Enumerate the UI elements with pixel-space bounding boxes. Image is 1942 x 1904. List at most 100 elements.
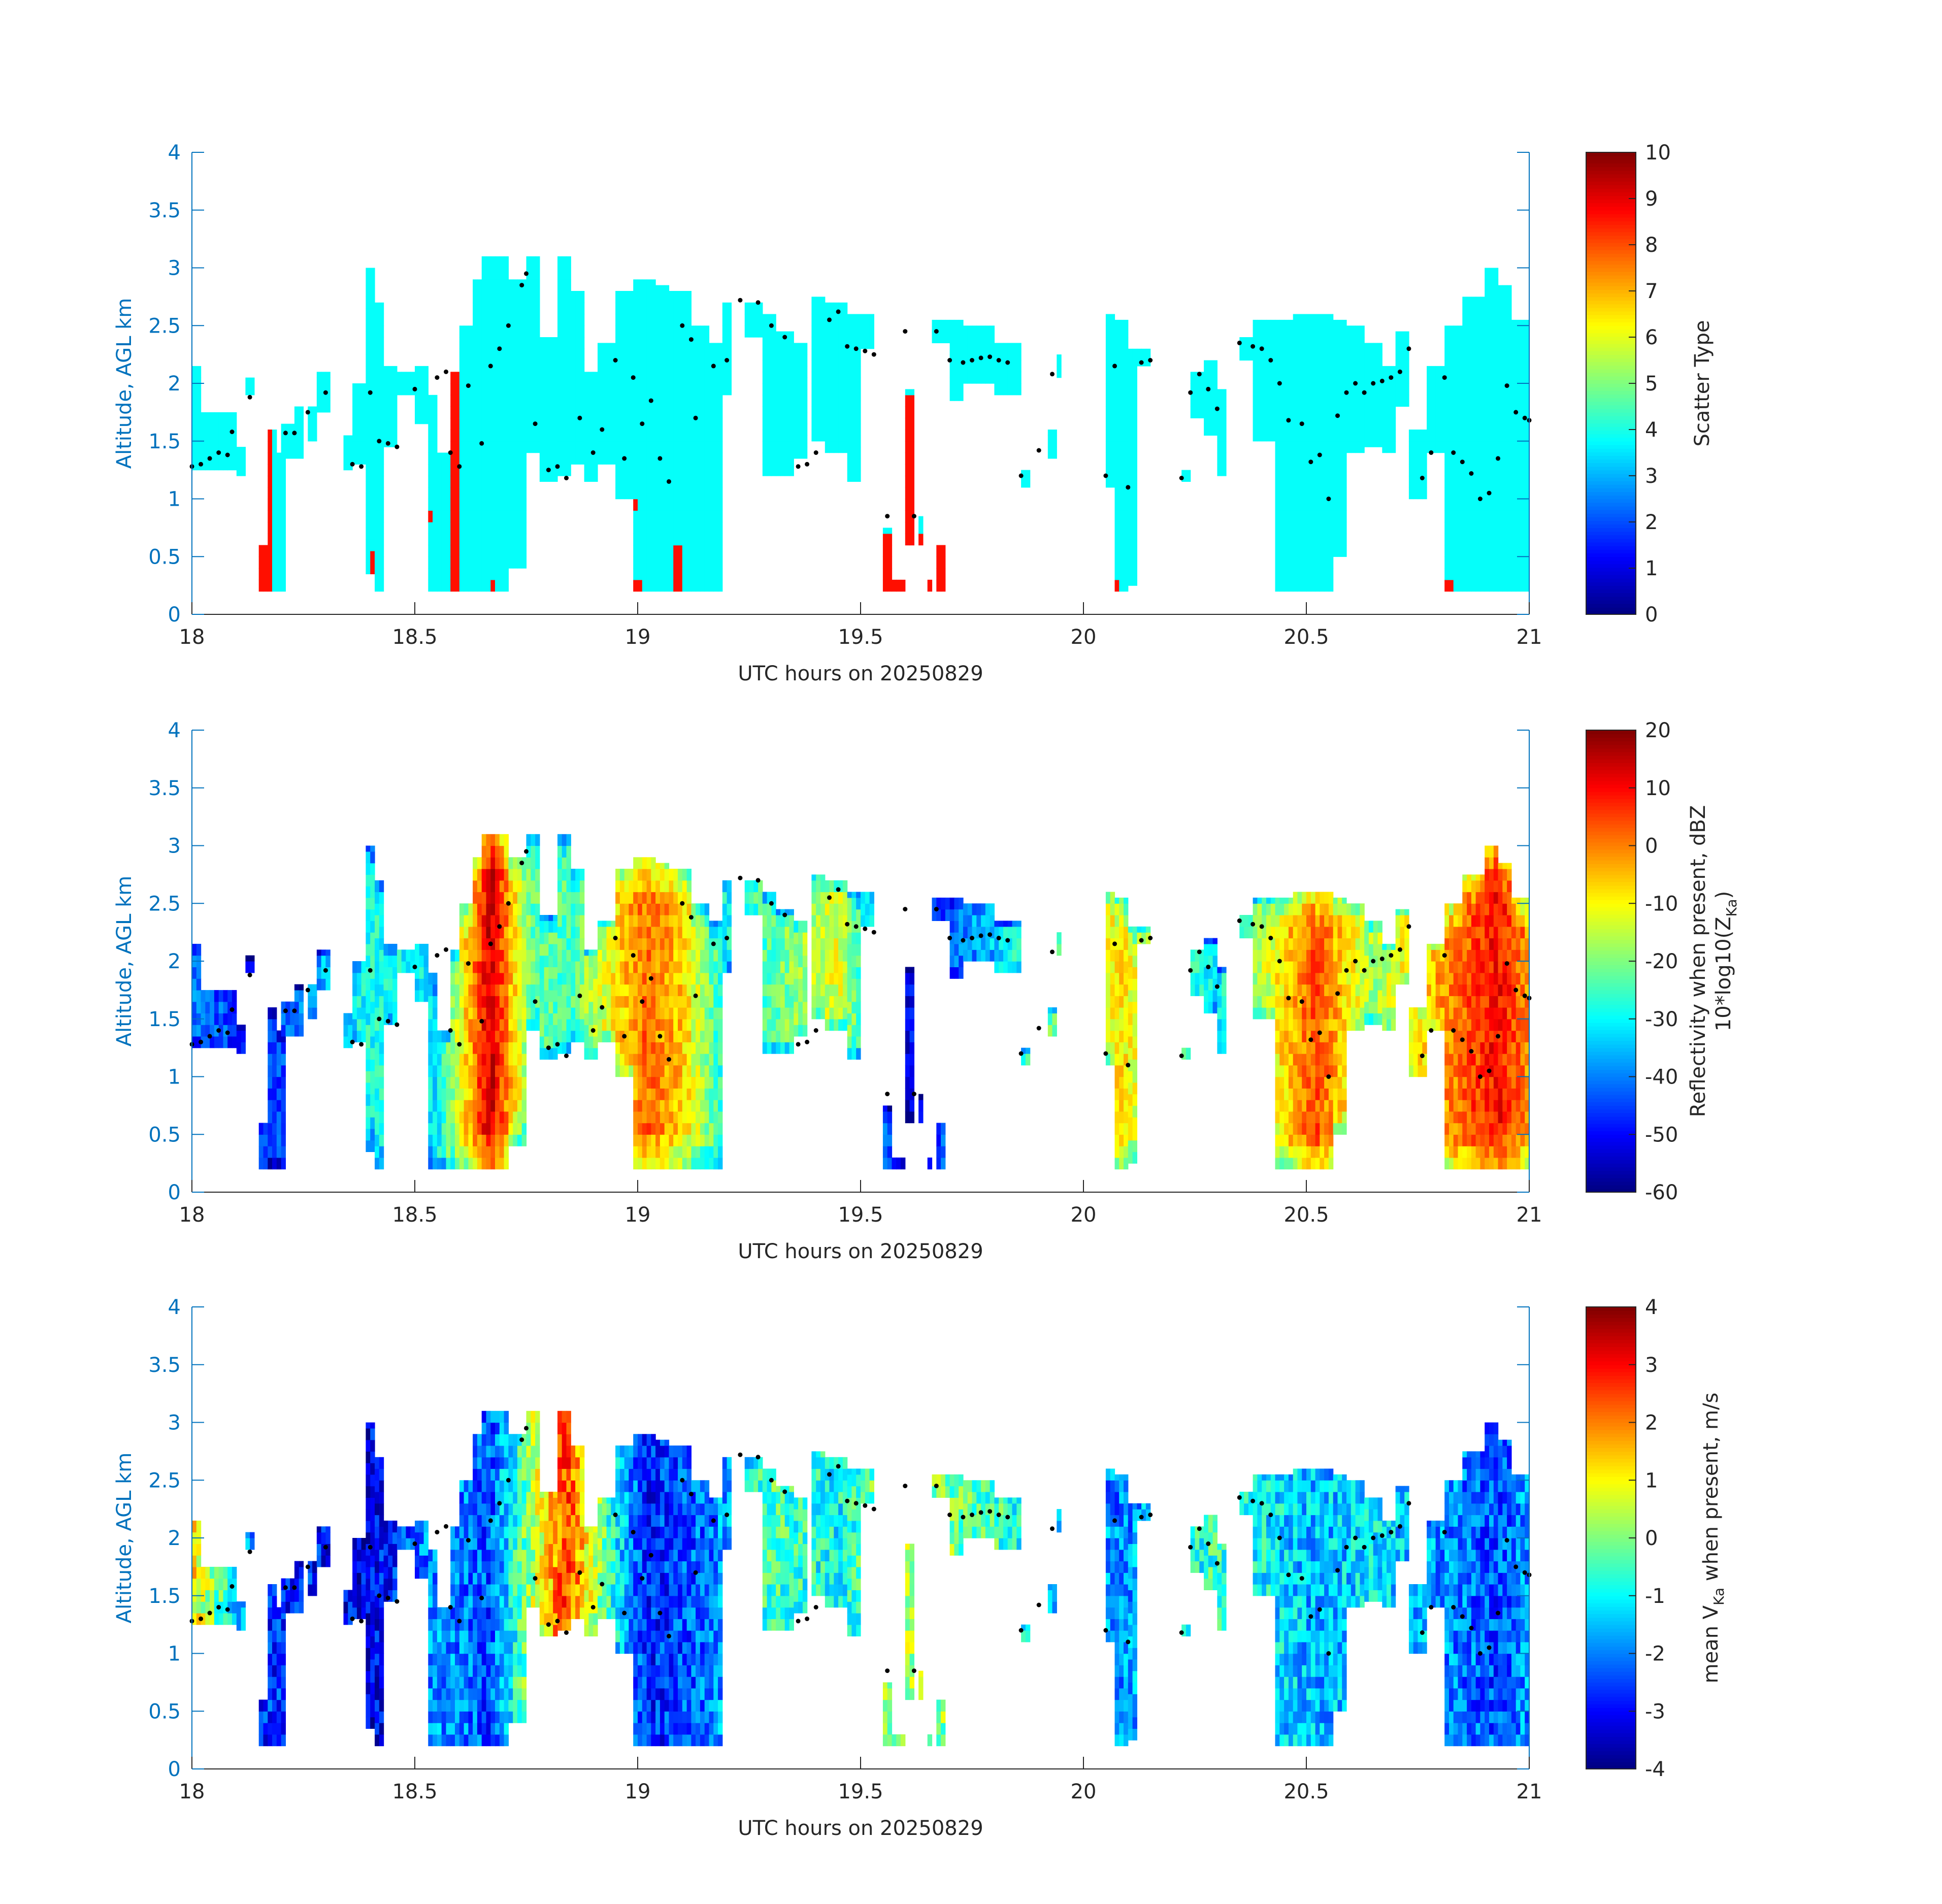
- heatmap-cell: [1471, 383, 1476, 396]
- heatmap-cell: [1395, 331, 1400, 338]
- heatmap-cell: [508, 961, 513, 973]
- heatmap-cell: [490, 291, 496, 303]
- heatmap-cell: [495, 869, 500, 881]
- heatmap-cell: [375, 337, 380, 349]
- heatmap-cell: [241, 447, 246, 453]
- heatmap-cell: [375, 372, 380, 384]
- heatmap-cell: [268, 1030, 273, 1042]
- heatmap-cell: [553, 447, 558, 459]
- heatmap-cell: [1293, 348, 1298, 361]
- heatmap-cell: [1453, 510, 1459, 522]
- heatmap-cell: [1275, 487, 1280, 500]
- heatmap-cell: [375, 430, 380, 442]
- heatmap-cell: [1204, 377, 1209, 389]
- heatmap-cell: [1520, 452, 1525, 465]
- heatmap-cell: [455, 499, 460, 511]
- heatmap-cell: [473, 348, 478, 361]
- heatmap-cell: [615, 1007, 620, 1020]
- heatmap-cell: [696, 452, 701, 465]
- heatmap-cell: [562, 360, 567, 372]
- heatmap-cell: [954, 319, 959, 332]
- heatmap-cell: [1270, 430, 1276, 442]
- heatmap-cell: [1337, 383, 1342, 396]
- heatmap-cell: [700, 487, 705, 500]
- colorbar-swatch: [1586, 582, 1636, 586]
- cloud-top-marker: [1197, 372, 1202, 377]
- heatmap-cell: [513, 348, 518, 361]
- heatmap-cell: [1128, 562, 1133, 574]
- heatmap-cell: [539, 337, 545, 343]
- heatmap-cell: [1458, 464, 1463, 476]
- heatmap-cell: [495, 903, 500, 915]
- heatmap-cell: [375, 325, 380, 338]
- heatmap-cell: [1480, 499, 1485, 511]
- heatmap-cell: [959, 343, 964, 355]
- heatmap-cell: [513, 1100, 518, 1112]
- heatmap-cell: [464, 1054, 469, 1066]
- heatmap-cell: [276, 1111, 282, 1124]
- heatmap-cell: [499, 915, 505, 927]
- heatmap-cell: [258, 568, 264, 580]
- heatmap-cell: [562, 337, 567, 349]
- heatmap-cell: [1248, 348, 1254, 361]
- heatmap-cell: [606, 938, 611, 950]
- heatmap-cell: [486, 302, 491, 315]
- heatmap-cell: [691, 568, 696, 580]
- heatmap-cell: [811, 314, 816, 326]
- heatmap-cell: [455, 1054, 460, 1066]
- heatmap-cell: [1270, 372, 1276, 384]
- heatmap-cell: [646, 556, 651, 569]
- heatmap-cell: [1284, 430, 1289, 442]
- heatmap-cell: [1516, 406, 1521, 418]
- heatmap-cell: [1141, 354, 1146, 367]
- heatmap-cell: [227, 447, 233, 459]
- heatmap-cell: [366, 851, 371, 864]
- heatmap-cell: [1480, 395, 1485, 407]
- heatmap-cell: [1124, 545, 1129, 557]
- heatmap-cell: [851, 331, 857, 343]
- heatmap-cell: [557, 1042, 563, 1054]
- heatmap-cell: [1525, 430, 1530, 442]
- heatmap-cell: [356, 441, 362, 453]
- heatmap-cell: [531, 256, 536, 269]
- heatmap-cell: [294, 406, 300, 413]
- heatmap-cell: [1124, 383, 1129, 396]
- heatmap-cell: [517, 360, 522, 372]
- heatmap-cell: [619, 441, 625, 453]
- heatmap-cell: [669, 418, 674, 430]
- heatmap-cell: [535, 337, 540, 349]
- heatmap-cell: [513, 892, 518, 904]
- heatmap-cell: [205, 458, 210, 471]
- heatmap-cell: [967, 360, 973, 372]
- heatmap-cell: [999, 348, 1004, 361]
- heatmap-cell: [553, 337, 558, 343]
- heatmap-cell: [379, 892, 384, 904]
- heatmap-cell: [455, 1123, 460, 1135]
- heatmap-cell: [700, 395, 705, 407]
- heatmap-cell: [499, 834, 505, 846]
- heatmap-cell: [517, 510, 522, 522]
- heatmap-cell: [437, 545, 442, 557]
- heatmap-cell: [851, 319, 857, 332]
- heatmap-cell: [1480, 545, 1485, 557]
- heatmap-cell: [1400, 395, 1405, 407]
- heatmap-cell: [227, 423, 233, 436]
- heatmap-cell: [1297, 487, 1302, 500]
- heatmap-cell: [646, 302, 651, 315]
- heatmap-cell: [901, 579, 906, 592]
- heatmap-cell: [1467, 325, 1472, 338]
- colorbar-swatch: [1586, 235, 1636, 240]
- heatmap-cell: [481, 1111, 487, 1124]
- colorbar-swatch: [1586, 156, 1636, 160]
- heatmap-cell: [1342, 383, 1347, 396]
- heatmap-cell: [486, 395, 491, 407]
- heatmap-cell: [281, 1076, 286, 1089]
- heatmap-cell: [272, 556, 277, 569]
- heatmap-cell: [312, 430, 317, 442]
- heatmap-cell: [245, 383, 250, 396]
- heatmap-cell: [473, 1042, 478, 1054]
- heatmap-cell: [499, 441, 505, 453]
- heatmap-cell: [379, 1111, 384, 1124]
- colorbar-swatch: [1586, 257, 1636, 261]
- heatmap-cell: [210, 412, 215, 424]
